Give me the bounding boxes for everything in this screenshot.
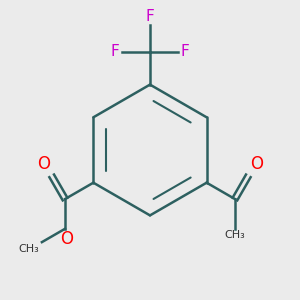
Text: O: O: [60, 230, 73, 248]
Text: CH₃: CH₃: [19, 244, 40, 254]
Text: F: F: [181, 44, 189, 59]
Text: F: F: [111, 44, 119, 59]
Text: CH₃: CH₃: [225, 230, 245, 240]
Text: O: O: [37, 155, 50, 173]
Text: O: O: [250, 155, 263, 173]
Text: F: F: [146, 9, 154, 24]
